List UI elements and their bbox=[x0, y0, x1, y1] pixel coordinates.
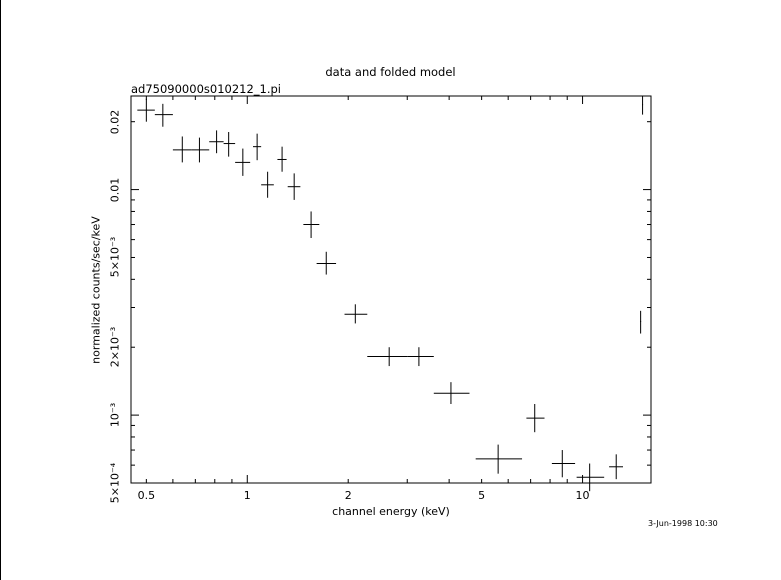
data-point bbox=[209, 130, 224, 154]
data-point bbox=[316, 251, 337, 275]
x-tick-label: 5 bbox=[478, 489, 486, 502]
chart-subtitle: ad75090000s010212_1.pi bbox=[131, 82, 281, 96]
window-edge bbox=[0, 0, 1, 580]
data-point bbox=[172, 136, 192, 163]
data-point bbox=[367, 347, 408, 367]
plot-frame bbox=[130, 95, 652, 484]
data-point bbox=[223, 132, 236, 157]
data-point bbox=[407, 347, 434, 367]
data-point bbox=[191, 137, 210, 163]
data-point bbox=[344, 304, 368, 324]
data-point bbox=[642, 96, 644, 115]
data-point bbox=[526, 404, 545, 433]
x-tick-label: 1 bbox=[243, 489, 251, 502]
y-tick-label: 5×10⁻⁴ bbox=[108, 462, 122, 504]
y-tick-label: 2×10⁻³ bbox=[108, 327, 122, 368]
data-points bbox=[137, 96, 644, 492]
y-axis-label: normalized counts/sec/keV bbox=[89, 216, 103, 364]
data-point bbox=[287, 173, 301, 200]
data-point bbox=[303, 211, 320, 238]
data-point bbox=[154, 103, 173, 127]
axis-ticks bbox=[131, 96, 651, 484]
x-axis-label: channel energy (keV) bbox=[332, 505, 450, 518]
plot-timestamp: 3-Jun-1998 10:30 bbox=[648, 519, 718, 528]
chart-title: data and folded model bbox=[325, 65, 456, 79]
x-tick-label: 10 bbox=[575, 489, 590, 502]
y-tick-label: 0.01 bbox=[108, 177, 122, 202]
data-point bbox=[640, 310, 642, 334]
data-point bbox=[137, 98, 155, 122]
data-point bbox=[433, 382, 470, 405]
x-tick-label: 0.5 bbox=[137, 489, 156, 502]
data-point bbox=[551, 450, 576, 478]
y-tick-label: 10⁻³ bbox=[108, 403, 122, 428]
data-point bbox=[576, 463, 605, 492]
data-point bbox=[252, 133, 262, 161]
x-tick-label: 2 bbox=[344, 489, 352, 502]
data-point bbox=[261, 171, 274, 198]
data-point bbox=[609, 454, 623, 480]
y-tick-label: 5×10⁻³ bbox=[108, 237, 122, 278]
y-tick-label: 0.02 bbox=[108, 109, 122, 134]
data-point bbox=[277, 146, 287, 172]
data-point bbox=[475, 444, 523, 474]
data-point bbox=[235, 148, 251, 176]
